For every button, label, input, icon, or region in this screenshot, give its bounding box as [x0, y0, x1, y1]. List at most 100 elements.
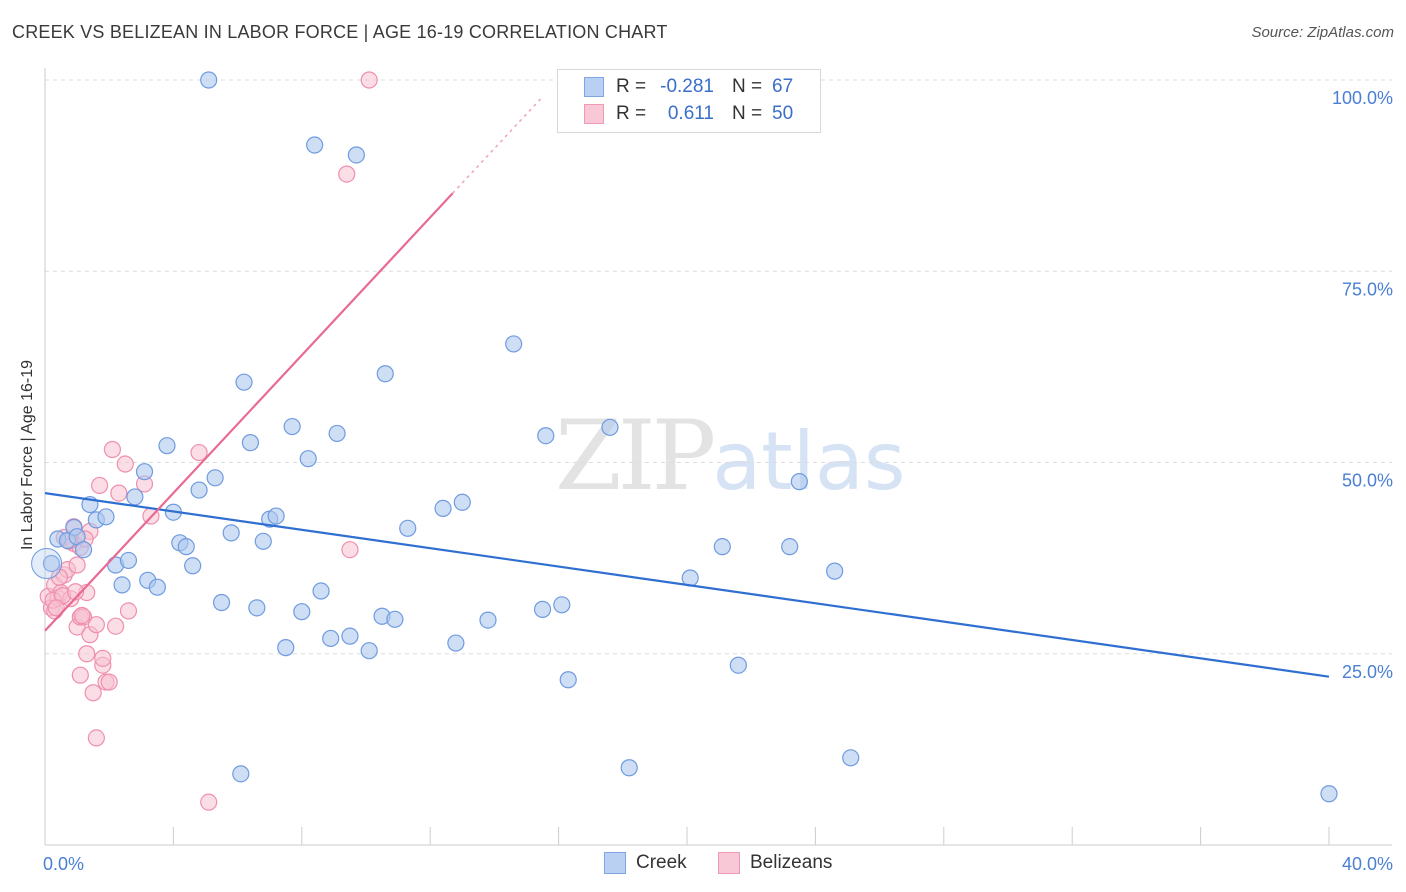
belizeans-point — [107, 617, 125, 635]
belizeans-point — [360, 71, 378, 89]
belizeans-n-value: 50 — [772, 103, 794, 124]
belizeans-swatch — [584, 104, 604, 124]
legend-item-creek: Creek — [604, 852, 687, 874]
creek-point — [505, 335, 523, 353]
creek-point — [434, 499, 452, 517]
creek-point — [306, 136, 324, 154]
belizeans-point — [110, 484, 128, 502]
belizeans-point — [341, 541, 359, 559]
creek-r-label: R = — [616, 76, 647, 97]
belizeans-point — [87, 729, 105, 747]
creek-point — [601, 418, 619, 436]
x-tick-label: 40.0% — [1342, 854, 1393, 874]
creek-point — [376, 365, 394, 383]
legend-item-belizeans: Belizeans — [718, 852, 832, 874]
belizeans-point — [116, 455, 134, 473]
creek-point — [312, 582, 330, 600]
creek-point — [190, 481, 208, 499]
creek-point — [842, 749, 860, 767]
creek-point — [341, 627, 359, 645]
creek-point — [479, 611, 497, 629]
legend-creek-swatch — [604, 852, 626, 874]
belizeans-point — [84, 684, 102, 702]
belizeans-point — [200, 793, 218, 811]
creek-point — [222, 524, 240, 542]
creek-point — [620, 759, 638, 777]
belizeans-point — [90, 476, 109, 495]
creek-point — [148, 578, 166, 596]
creek-point — [283, 417, 301, 436]
creek-point — [347, 146, 365, 164]
creek-point — [232, 765, 250, 783]
belizeans-point — [66, 583, 85, 601]
legend-row-creek: R = -0.281 N = 67 — [558, 74, 793, 100]
creek-point — [386, 610, 404, 628]
creek-point — [158, 437, 176, 455]
belizeans-point — [103, 440, 122, 459]
creek-point — [113, 576, 131, 594]
creek-swatch — [584, 77, 604, 97]
creek-point — [322, 629, 340, 648]
belizeans-point — [71, 666, 89, 684]
belizeans-point — [100, 673, 118, 691]
legend-row-belizeans: R = 0.611 N = 50 — [558, 101, 793, 127]
creek-point — [1320, 785, 1338, 803]
creek-point — [212, 593, 231, 612]
creek-point — [184, 557, 202, 575]
creek-point-large — [31, 547, 63, 579]
belizeans-r-value: 0.611 — [667, 103, 714, 124]
belizeans-point — [73, 606, 91, 625]
creek-point — [177, 538, 195, 556]
belizeans-point — [338, 165, 356, 183]
creek-point — [277, 639, 295, 657]
belizeans-point — [94, 649, 112, 667]
x-tick-label: 0.0% — [43, 854, 84, 874]
creek-point — [360, 642, 378, 660]
watermark: ZIPatlas — [555, 400, 906, 512]
creek-point — [533, 600, 552, 618]
belizeans-trend-line — [44, 192, 454, 632]
creek-point — [399, 519, 417, 537]
creek-point — [254, 532, 272, 550]
y-tick-label: 100.0% — [1332, 88, 1393, 108]
belizeans-point — [68, 556, 86, 574]
creek-point — [537, 427, 555, 445]
creek-point — [97, 508, 115, 526]
y-tick-label: 75.0% — [1342, 279, 1393, 299]
creek-point — [826, 562, 844, 580]
creek-point — [447, 634, 465, 652]
creek-point — [235, 373, 253, 391]
correlation-legend: R = -0.281 N = 67 R = 0.611 N = 50 — [557, 69, 821, 133]
creek-trend-line — [44, 492, 1330, 678]
watermark-atlas: atlas — [712, 415, 906, 508]
creek-point — [729, 656, 747, 674]
creek-point — [559, 671, 577, 689]
belizeans-point — [47, 599, 65, 617]
belizeans-trend-extension — [452, 96, 544, 194]
legend-belizeans-swatch — [718, 852, 740, 874]
source-label: Source: ZipAtlas.com — [1251, 24, 1394, 41]
belizeans-point — [119, 602, 138, 620]
belizeans-n-label: N = — [732, 103, 763, 124]
creek-n-label: N = — [732, 76, 763, 97]
y-tick-label: 25.0% — [1342, 662, 1393, 682]
belizeans-r-label: R = — [616, 103, 647, 124]
creek-point — [781, 538, 799, 556]
creek-point — [126, 488, 144, 506]
creek-point — [200, 71, 218, 89]
belizeans-point — [190, 443, 208, 462]
belizeans-point — [78, 645, 96, 663]
creek-n-value: 67 — [772, 76, 794, 97]
belizeans-point — [87, 616, 105, 634]
creek-point — [553, 596, 571, 614]
creek-point — [299, 450, 317, 468]
series-legend: Creek Belizeans — [0, 852, 1406, 878]
legend-creek-label: Creek — [636, 852, 687, 873]
creek-r-value: -0.281 — [660, 76, 714, 97]
watermark-zip: ZIP — [555, 400, 716, 512]
creek-point — [293, 603, 311, 621]
creek-point — [74, 541, 93, 559]
legend-belizeans-label: Belizeans — [750, 852, 833, 873]
creek-point — [328, 424, 346, 443]
